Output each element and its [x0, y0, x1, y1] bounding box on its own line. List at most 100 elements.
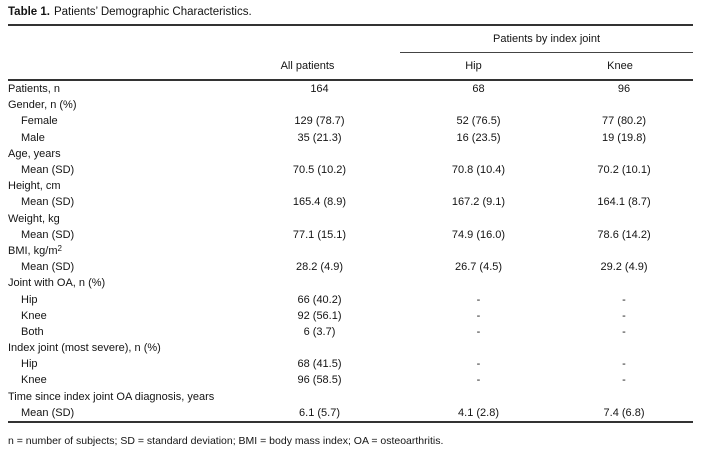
row-label-text: Mean (SD) [21, 196, 75, 209]
cell-all-patients: 92 (56.1) [297, 309, 342, 322]
stub-header [8, 52, 215, 81]
cell-hip: 52 (76.5) [456, 115, 501, 128]
cell-all-patients: 6 (3.7) [303, 325, 336, 338]
cell-hip [400, 146, 547, 162]
row-label: Joint with OA, n (%) [8, 275, 215, 291]
col-header-knee: Knee [547, 52, 694, 81]
cell-all-patients [215, 275, 400, 291]
table-title-text: Patients’ Demographic Characteristics. [53, 6, 252, 18]
row-label-text: BMI, kg/m [8, 244, 58, 257]
cell-all-patients [215, 146, 400, 162]
row-label-text: Knee [21, 374, 47, 387]
row-label: Index joint (most severe), n (%) [8, 340, 215, 356]
cell-knee: 29.2 (4.9) [600, 261, 648, 274]
table-row: Mean (SD) 28.2 (4.9) 26.7 (4.5) 29.2 (4.9) [8, 259, 693, 275]
row-label: Mean (SD) [8, 405, 215, 422]
cell-all-patients: 6.1 (5.7) [299, 406, 340, 419]
row-label-text: Male [21, 131, 45, 144]
cell-knee [547, 211, 693, 227]
cell-all-patients: 165.4 (8.9) [292, 196, 347, 209]
cell-knee: 7.4 (6.8) [603, 406, 645, 419]
row-label-text: Weight, kg [8, 212, 60, 225]
table-row: Mean (SD) 70.5 (10.2) 70.8 (10.4) 70.2 (10.… [8, 162, 693, 178]
cell-knee: 78.6 (14.2) [597, 228, 651, 241]
cell-knee: - [622, 358, 626, 371]
cell-hip [400, 389, 547, 405]
row-label: Hip [8, 291, 215, 307]
table-number-label: Table 1. [8, 6, 50, 18]
row-label-text: Patients, n [8, 83, 60, 96]
cell-all-patients [215, 389, 400, 405]
cell-hip [400, 211, 547, 227]
table-title: Table 1. Patients’ Demographic Characteri… [8, 6, 693, 19]
table-row: Hip 68 (41.5) - - [8, 356, 693, 372]
row-label: Mean (SD) [8, 194, 215, 210]
row-label-text: Joint with OA, n (%) [8, 277, 106, 290]
cell-hip: - [476, 309, 481, 322]
table-row: Hip 66 (40.2) - - [8, 291, 693, 307]
row-label-text: Both [21, 325, 44, 338]
table-row: Knee 92 (56.1) - - [8, 308, 693, 324]
cell-all-patients: 164 [310, 83, 329, 96]
row-label-text: Hip [21, 293, 38, 306]
row-label-superscript: 2 [57, 243, 62, 253]
row-label: BMI, kg/m2 [8, 243, 215, 259]
row-label: Hip [8, 356, 215, 372]
table-row: Joint with OA, n (%) [8, 275, 693, 291]
cell-hip: - [476, 325, 481, 338]
cell-knee: - [622, 374, 626, 387]
cell-knee [547, 275, 693, 291]
cell-hip: 16 (23.5) [456, 131, 501, 144]
cell-knee: - [622, 325, 626, 338]
row-label-text: Hip [21, 358, 38, 371]
cell-knee [547, 340, 693, 356]
cell-all-patients [215, 243, 400, 259]
col-header-all-patients: All patients [215, 52, 400, 81]
row-label-text: Mean (SD) [21, 406, 75, 419]
row-label: Knee [8, 372, 215, 388]
cell-knee [547, 389, 693, 405]
row-label: Mean (SD) [8, 162, 215, 178]
table-row: Gender, n (%) [8, 97, 693, 113]
cell-all-patients: 28.2 (4.9) [295, 261, 344, 274]
cell-hip: 26.7 (4.5) [454, 261, 503, 274]
table-row: Time since index joint OA diagnosis, yea… [8, 389, 693, 405]
spanner-header: Patients by index joint [400, 25, 694, 53]
row-label: Weight, kg [8, 211, 215, 227]
cell-knee: 96 [617, 83, 631, 96]
cell-knee: 164.1 (8.7) [597, 196, 651, 209]
cell-all-patients: 129 (78.7) [294, 115, 345, 128]
table-row: Mean (SD) 77.1 (15.1) 74.9 (16.0) 78.6 (14.… [8, 227, 693, 243]
table-row: Mean (SD) 165.4 (8.9) 167.2 (9.1) 164.1 (8.… [8, 194, 693, 210]
table-row: Knee 96 (58.5) - - [8, 372, 693, 388]
demographics-table: Patients by index joint All patients Hip… [8, 24, 694, 423]
cell-hip: 167.2 (9.1) [451, 196, 506, 209]
cell-all-patients [215, 178, 400, 194]
cell-all-patients: 68 (41.5) [297, 358, 342, 371]
cell-knee [547, 178, 693, 194]
row-label: Knee [8, 308, 215, 324]
cell-knee: - [622, 309, 626, 322]
row-label: Age, years [8, 146, 215, 162]
table-row: Male 35 (21.3) 16 (23.5) 19 (19.8) [8, 130, 693, 146]
cell-knee: - [622, 293, 626, 306]
table-row: Both 6 (3.7) - - [8, 324, 693, 340]
cell-knee: 77 (80.2) [601, 115, 647, 128]
cell-all-patients: 35 (21.3) [297, 131, 342, 144]
table-row: Patients, n 164 68 96 [8, 80, 693, 97]
cell-all-patients [215, 97, 400, 113]
cell-all-patients [215, 340, 400, 356]
cell-knee: 19 (19.8) [601, 131, 647, 144]
row-label-text: Mean (SD) [21, 261, 75, 274]
cell-hip: - [476, 374, 481, 387]
spanner-spacer [8, 25, 400, 53]
row-label-text: Mean (SD) [21, 228, 75, 241]
row-label-text: Knee [21, 309, 47, 322]
cell-hip: - [476, 293, 481, 306]
row-label-text: Female [21, 115, 58, 128]
cell-hip: 4.1 (2.8) [458, 406, 499, 419]
cell-hip: - [476, 358, 481, 371]
cell-hip [400, 243, 547, 259]
cell-all-patients [215, 211, 400, 227]
